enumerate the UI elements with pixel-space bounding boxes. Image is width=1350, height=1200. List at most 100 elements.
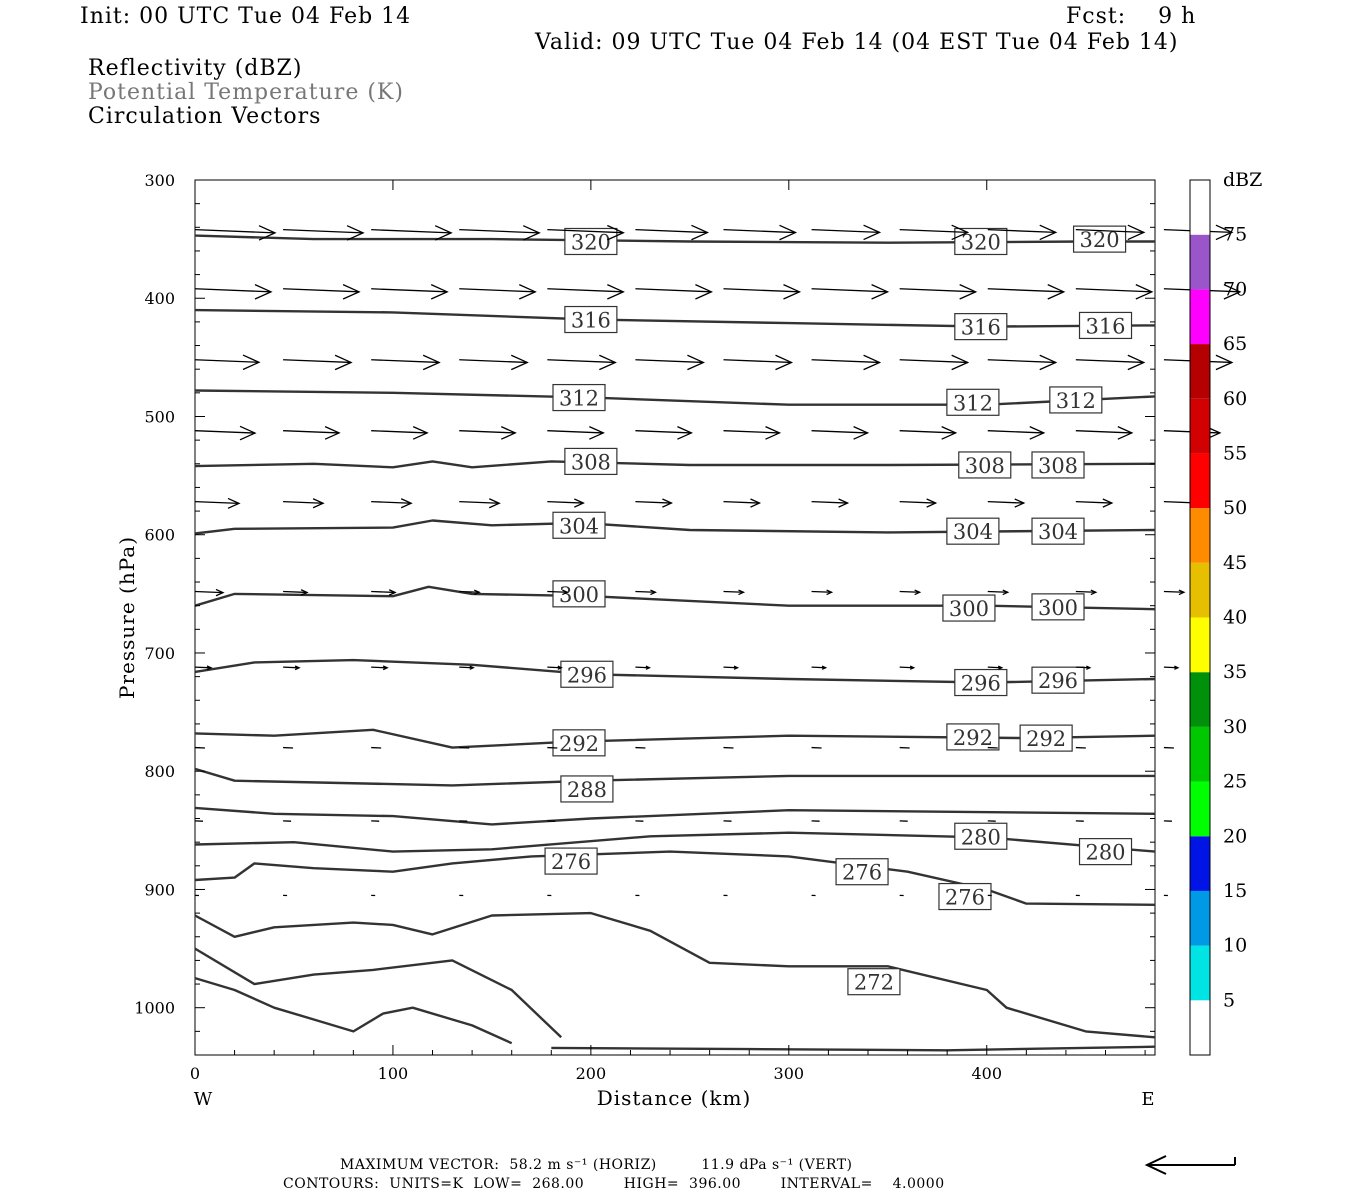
contour-label-box [1031, 666, 1085, 694]
vector-shaft [635, 288, 712, 293]
contour-line [194, 460, 1156, 469]
vector-shaft [723, 288, 800, 293]
circulation-vector [283, 498, 325, 509]
contour-line [194, 389, 1156, 406]
contour-label-text: 276 [551, 850, 591, 874]
vector-shaft [635, 500, 672, 504]
vector-head [1039, 354, 1058, 371]
circulation-vector [987, 589, 1010, 596]
circulation-vector [1163, 665, 1180, 670]
circulation-vector [1075, 224, 1146, 241]
vector-head [645, 665, 651, 670]
circulation-vector [547, 354, 617, 371]
contour-label-box [1031, 517, 1085, 545]
vector-head [863, 354, 882, 371]
contour-label: 288 [560, 775, 614, 803]
vector-head [607, 284, 625, 300]
vector-shaft [283, 430, 340, 434]
vector-head [300, 589, 309, 596]
plot-frame [194, 179, 1156, 1056]
contour-label-text: 312 [559, 387, 599, 411]
contour-label-text: 308 [571, 450, 611, 474]
contour-line [194, 308, 1156, 328]
vector-head [324, 426, 341, 440]
vector-shaft [899, 590, 920, 593]
vector-shaft [1075, 430, 1132, 434]
vector-shaft [283, 229, 364, 234]
colorbar-tick-label: 25 [1223, 771, 1247, 793]
contour-line [194, 519, 1156, 535]
vector-shaft [811, 500, 848, 504]
contour-label-box [564, 447, 618, 476]
contour-label-text: 304 [559, 514, 599, 538]
vector-shaft [811, 666, 826, 669]
vector-head [1174, 665, 1180, 670]
y-tick-label: 600 [144, 526, 175, 545]
circulation-vector [371, 498, 413, 509]
vector-shaft [1075, 500, 1112, 504]
x-tick-label: 300 [774, 1064, 805, 1083]
contour-label: 316 [954, 313, 1008, 341]
vector-shaft [1075, 590, 1096, 593]
vector-shaft [459, 288, 536, 293]
vector-head [687, 354, 705, 371]
contour-label-text: 292 [1026, 727, 1066, 751]
contour-label: 300 [942, 594, 996, 622]
vector-head [783, 284, 802, 300]
vector-shaft [723, 666, 738, 669]
vector-head [750, 498, 762, 508]
contour-label: 272 [847, 968, 901, 996]
contour-line [194, 911, 1156, 1039]
colorbar-segment [1190, 836, 1210, 891]
vector-head [941, 426, 958, 440]
colorbar-frame [1189, 179, 1211, 1056]
contour-label-box [544, 847, 598, 875]
vector-head [294, 665, 301, 671]
circulation-vector [1075, 284, 1154, 300]
vector-head [1102, 498, 1114, 508]
vector-head [342, 284, 361, 300]
circulation-vector [459, 284, 537, 300]
y-tick-label: 800 [144, 762, 175, 781]
vector-head [430, 284, 449, 300]
vector-shaft [899, 359, 968, 364]
circulation-vector [194, 497, 241, 509]
contour-label-box [1078, 838, 1133, 866]
vector-head [662, 498, 673, 508]
vector-head [1090, 589, 1098, 596]
vector-head [254, 284, 273, 300]
vector-shaft [1075, 359, 1144, 364]
vector-shaft [371, 666, 388, 669]
circulation-vector [811, 224, 882, 241]
colorbar-segment [1190, 344, 1210, 399]
colorbar-tick-label: 75 [1223, 224, 1247, 246]
contour-label-box [946, 388, 1000, 416]
vector-head [997, 665, 1004, 670]
contour-label: 304 [1031, 517, 1085, 545]
contour-label: 316 [564, 305, 618, 334]
colorbar-tick-label: 15 [1223, 880, 1247, 902]
contour-info-label: CONTOURS: UNITS=K LOW= 268.00 HIGH= 396.… [283, 1176, 945, 1192]
colorbar-segment [1190, 1000, 1210, 1055]
contour-label-text: 316 [571, 309, 611, 333]
x-axis-label: Distance (km) [597, 1086, 752, 1110]
circulation-vector [723, 589, 746, 596]
contour-label-box [552, 580, 606, 608]
vector-shaft [547, 590, 568, 593]
circulation-vector [459, 354, 529, 371]
circulation-vector [1075, 354, 1146, 371]
contour-label-text: 312 [1056, 389, 1096, 413]
colorbar-tick-label: 55 [1223, 442, 1247, 464]
vector-head [422, 354, 441, 371]
colorbar-tick-label: 5 [1223, 989, 1235, 1011]
colorbar-segment [1190, 234, 1210, 290]
circulation-vector [987, 284, 1066, 300]
vector-shaft [723, 229, 796, 234]
circulation-vector [371, 665, 389, 671]
vector-shaft [194, 666, 212, 669]
contour-label-text: 300 [559, 583, 599, 607]
field-reflectivity: Reflectivity (dBZ) [88, 56, 303, 81]
vector-shaft [371, 500, 412, 504]
contour-line [551, 1045, 1156, 1052]
